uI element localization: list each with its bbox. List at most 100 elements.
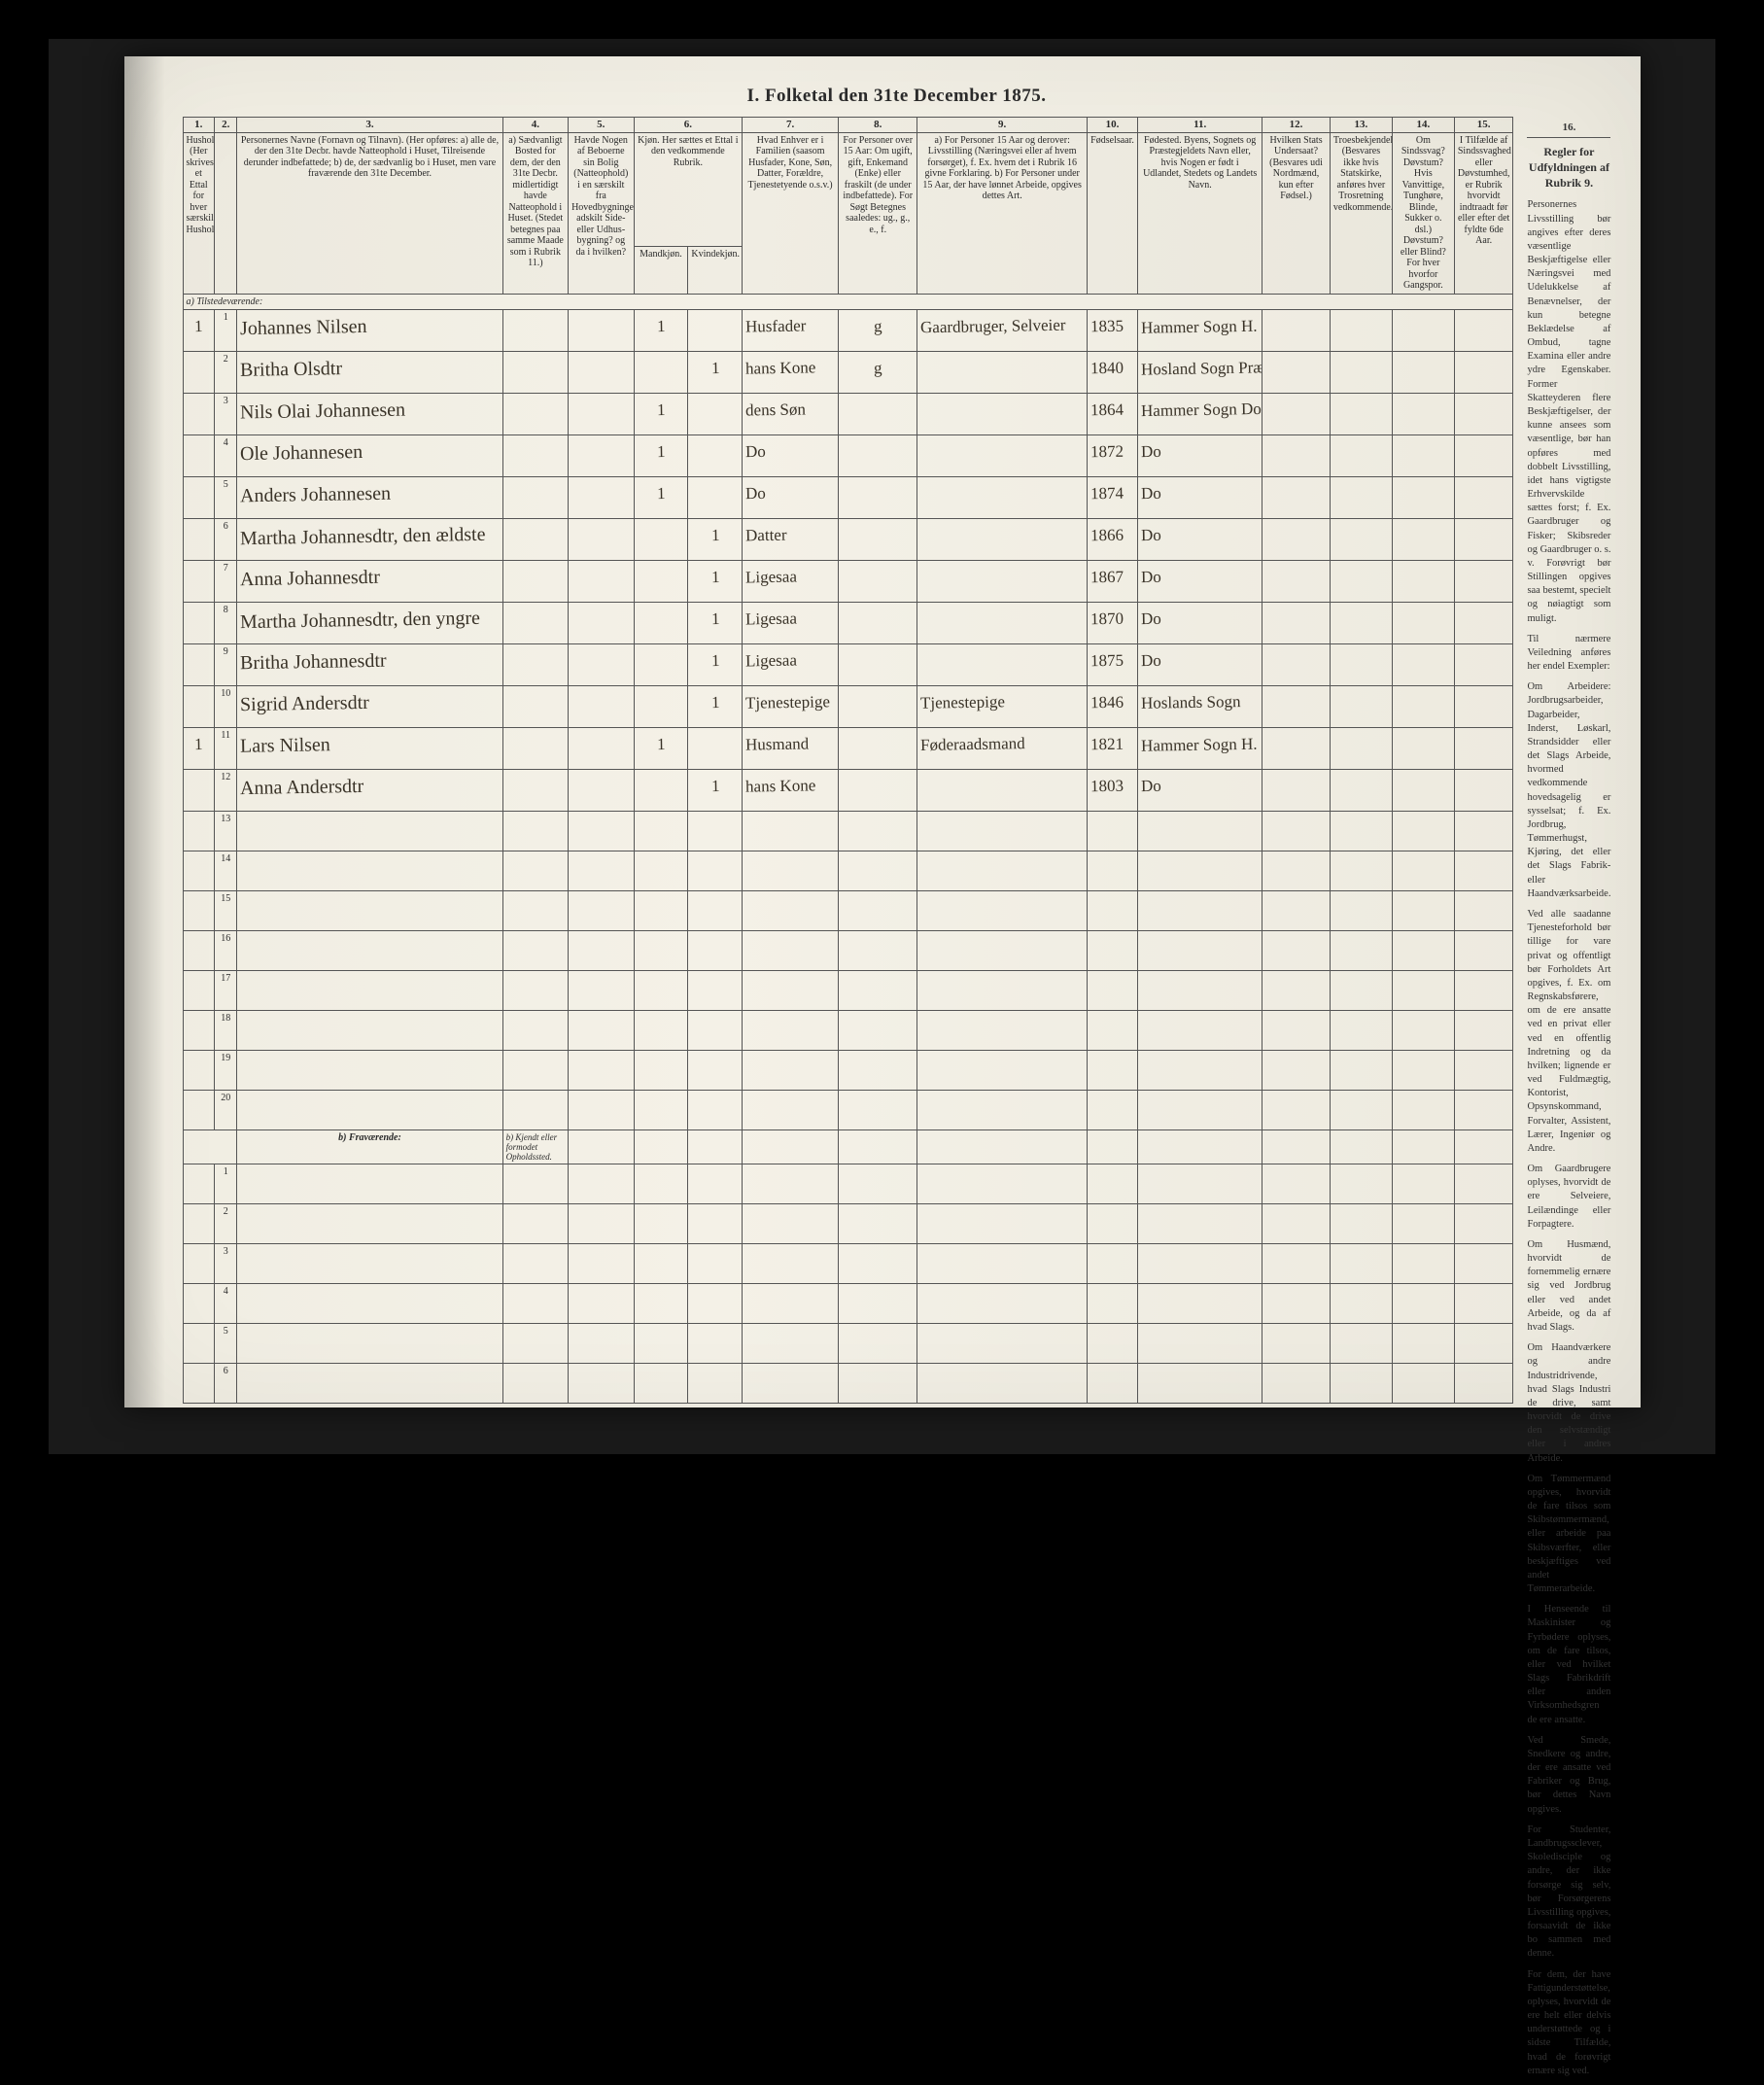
cell	[1138, 890, 1262, 930]
table-row: 16	[183, 930, 1513, 970]
cell	[1138, 930, 1262, 970]
table-row: 10Sigrid Andersdtr1TjenestepigeTjenestep…	[183, 685, 1513, 727]
cell	[569, 393, 634, 434]
cell	[917, 890, 1087, 930]
cell	[183, 434, 215, 476]
cell	[743, 1323, 839, 1363]
table-row: 12Anna Andersdtr1hans Kone1803Do	[183, 769, 1513, 811]
cell	[688, 476, 743, 518]
cell	[634, 1203, 688, 1243]
cell: 1	[688, 685, 743, 727]
cell	[1087, 1164, 1137, 1203]
cell	[839, 1283, 917, 1323]
cell	[1330, 1363, 1392, 1403]
cell	[839, 643, 917, 685]
cell	[1138, 970, 1262, 1010]
cell	[569, 1323, 634, 1363]
cell	[502, 727, 568, 769]
cell	[917, 930, 1087, 970]
cell	[743, 1129, 839, 1164]
cell	[743, 970, 839, 1010]
sidebar-paragraph: Ved alle saadanne Tjenesteforhold bør ti…	[1527, 908, 1610, 1156]
cell: Do	[743, 434, 839, 476]
cell	[1392, 393, 1454, 434]
cell	[1138, 1243, 1262, 1283]
cell: 4	[215, 434, 237, 476]
cell	[1330, 930, 1392, 970]
cell	[569, 685, 634, 727]
cell: Lars Nilsen	[237, 727, 502, 769]
cell	[569, 1363, 634, 1403]
cell	[1392, 1243, 1454, 1283]
cell	[688, 393, 743, 434]
cell	[634, 811, 688, 851]
cell: 1874	[1087, 476, 1137, 518]
cell	[569, 351, 634, 393]
cell	[1392, 643, 1454, 685]
cell: 1864	[1087, 393, 1137, 434]
header-cell: Fødested. Byens, Sognets og Præstegjelde…	[1138, 132, 1262, 294]
cell	[237, 890, 502, 930]
table-row: 4Ole Johannesen1Do1872Do	[183, 434, 1513, 476]
cell: 15	[215, 890, 237, 930]
cell: Husmand	[743, 727, 839, 769]
cell	[183, 602, 215, 643]
cell	[1454, 930, 1513, 970]
cell	[502, 1010, 568, 1050]
cell	[688, 811, 743, 851]
cell: 16	[215, 930, 237, 970]
cell	[502, 393, 568, 434]
cell	[502, 1203, 568, 1243]
cell	[1087, 1323, 1137, 1363]
cell	[1454, 811, 1513, 851]
cell	[917, 1050, 1087, 1090]
cell	[1392, 851, 1454, 890]
cell	[917, 1243, 1087, 1283]
cell: 19	[215, 1050, 237, 1090]
colnum: 13.	[1330, 118, 1392, 133]
cell: Hammer Sogn H. Præstegjeld	[1138, 727, 1262, 769]
table-row: 17	[183, 970, 1513, 1010]
cell	[839, 393, 917, 434]
cell	[839, 1090, 917, 1129]
table-row: 2	[183, 1203, 1513, 1243]
cell	[569, 970, 634, 1010]
table-row: 3Nils Olai Johannesen1dens Søn1864Hammer…	[183, 393, 1513, 434]
colnum: 11.	[1138, 118, 1262, 133]
cell	[1330, 643, 1392, 685]
cell	[183, 560, 215, 602]
cell	[1454, 1243, 1513, 1283]
cell	[917, 602, 1087, 643]
cell	[1454, 1323, 1513, 1363]
cell	[917, 476, 1087, 518]
cell	[1392, 1363, 1454, 1403]
cell	[502, 811, 568, 851]
cell	[1330, 1010, 1392, 1050]
sidebar-paragraph: Ved Smede, Snedkere og andre, der ere an…	[1527, 1734, 1610, 1817]
cell	[1262, 393, 1331, 434]
cell	[237, 811, 502, 851]
cell: Husfader	[743, 309, 839, 351]
cell	[1330, 1050, 1392, 1090]
cell	[1087, 1283, 1137, 1323]
cell	[1392, 685, 1454, 727]
colnum: 4.	[502, 118, 568, 133]
sidebar-paragraph: Om Arbeidere: Jordbrugsarbeider, Dagarbe…	[1527, 680, 1610, 901]
cell: Tjenestepige	[743, 685, 839, 727]
cell	[743, 1203, 839, 1243]
cell	[634, 518, 688, 560]
cell: Ligesaa	[743, 643, 839, 685]
sidebar-paragraph: For Studenter, Landbrugssclever, Skoledi…	[1527, 1824, 1610, 1962]
cell	[502, 1283, 568, 1323]
ledger: 1. 2. 3. 4. 5. 6. 7. 8. 9. 10. 11. 12.	[183, 117, 1514, 1404]
table-row: 4	[183, 1283, 1513, 1323]
cell: hans Kone	[743, 351, 839, 393]
cell	[917, 351, 1087, 393]
cell	[743, 930, 839, 970]
cell	[634, 1090, 688, 1129]
cell	[502, 518, 568, 560]
cell	[1330, 1129, 1392, 1164]
cell	[1262, 1010, 1331, 1050]
header-cell: Hvilken Stats Undersaat? (Besvares udi N…	[1262, 132, 1331, 294]
cell	[634, 769, 688, 811]
